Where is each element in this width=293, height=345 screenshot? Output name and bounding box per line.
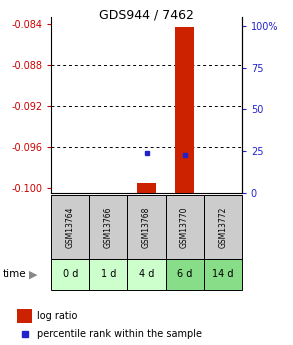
Bar: [89, 259, 127, 290]
Text: time: time: [3, 269, 27, 279]
Text: GSM13768: GSM13768: [142, 206, 151, 247]
Bar: [166, 259, 204, 290]
Text: GSM13770: GSM13770: [180, 206, 189, 248]
Text: GSM13772: GSM13772: [218, 206, 227, 247]
Text: 4 d: 4 d: [139, 269, 154, 279]
Text: GSM13766: GSM13766: [104, 206, 113, 248]
Bar: [51, 195, 89, 259]
Text: 14 d: 14 d: [212, 269, 234, 279]
Bar: [17, 309, 32, 323]
Text: log ratio: log ratio: [37, 312, 77, 321]
Text: 6 d: 6 d: [177, 269, 192, 279]
Text: 0 d: 0 d: [63, 269, 78, 279]
Bar: [166, 195, 204, 259]
Bar: [51, 259, 89, 290]
Bar: [127, 195, 166, 259]
Text: percentile rank within the sample: percentile rank within the sample: [37, 329, 202, 339]
Bar: [204, 259, 242, 290]
Text: GDS944 / 7462: GDS944 / 7462: [99, 9, 194, 22]
Text: ▶: ▶: [29, 269, 38, 279]
Bar: [137, 183, 156, 193]
Bar: [204, 195, 242, 259]
Text: 1 d: 1 d: [101, 269, 116, 279]
Text: GSM13764: GSM13764: [66, 206, 75, 248]
Bar: [89, 195, 127, 259]
Bar: [175, 28, 194, 193]
Bar: [127, 259, 166, 290]
